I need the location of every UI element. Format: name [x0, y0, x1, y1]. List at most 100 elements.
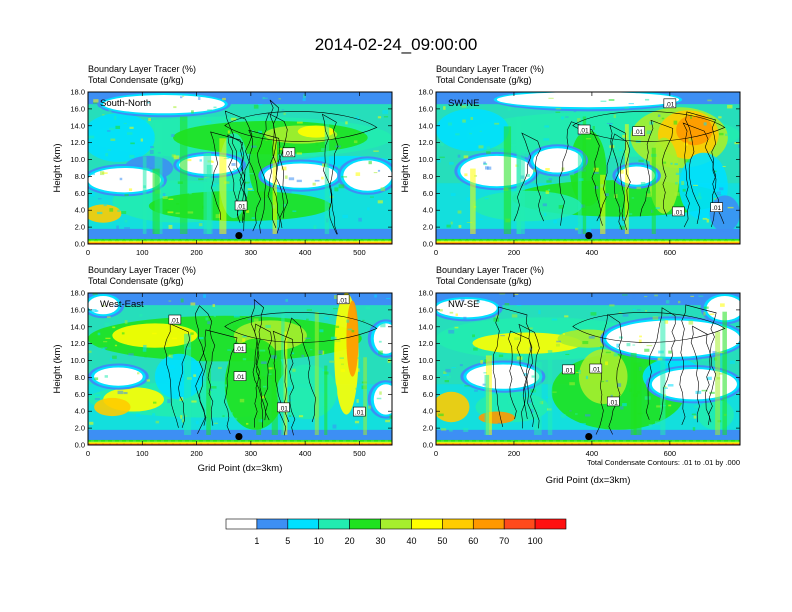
y-tick-label: 16.0 [70, 104, 85, 113]
y-tick-label: 10.0 [418, 155, 433, 164]
x-tick-label: 0 [434, 449, 438, 458]
x-axis-label: Grid Point (dx=3km) [198, 463, 283, 474]
y-tick-label: 4.0 [75, 407, 85, 416]
x-tick-label: 100 [136, 449, 149, 458]
y-tick-label: 8.0 [423, 172, 433, 181]
contour-label-text: .01 [712, 205, 721, 212]
condensate-contour [508, 330, 533, 420]
colorbar-swatch [256, 518, 289, 530]
contour-label-text: .01 [237, 204, 246, 211]
y-tick-label: 16.0 [418, 104, 433, 113]
y-tick-label: 6.0 [423, 189, 433, 198]
condensate-contour [257, 113, 288, 234]
y-tick-label: 10.0 [70, 356, 85, 365]
contour-label: .01 [233, 343, 247, 353]
contour-label-text: .01 [609, 399, 618, 406]
y-tick-label: 16.0 [70, 305, 85, 314]
contour-label: .01 [234, 200, 248, 211]
condensate-contour [685, 111, 725, 225]
condensate-contour [224, 312, 378, 343]
subtitle-tracer: Boundary Layer Tracer (%) [436, 265, 544, 275]
x-tick-label: 300 [245, 248, 258, 257]
x-tick-label: 0 [86, 248, 90, 257]
contour-label: .01 [562, 364, 575, 374]
colorbar: 1 5 10 20 30 40 50 60 70 100 [225, 518, 567, 546]
condensate-contour [195, 305, 216, 426]
colorbar-swatch [411, 518, 443, 530]
y-tick-label: 14.0 [418, 322, 433, 331]
condensate-contour [572, 312, 726, 343]
x-tick-label: 0 [434, 248, 438, 257]
condensate-contour [611, 133, 631, 231]
y-tick-label: 10.0 [418, 356, 433, 365]
y-tick-label: 10.0 [70, 155, 85, 164]
contour-label-text: .01 [634, 129, 643, 136]
panel-label: West-East [100, 299, 144, 310]
colorbar-swatch [380, 518, 412, 530]
chart-panel-1: .01 .01 South-North Boundary Layer Tracer (… [52, 64, 393, 257]
x-tick-label: 100 [136, 248, 149, 257]
colorbar-label: 40 [406, 536, 416, 546]
y-tick-label: 14.0 [418, 121, 433, 130]
y-tick-label: 12.0 [70, 138, 85, 147]
colorbar-label: 1 [254, 536, 259, 546]
x-tick-label: 200 [190, 248, 203, 257]
condensate-contour [250, 298, 265, 428]
contour-label-text: .01 [339, 297, 348, 304]
condensate-contour [559, 121, 603, 226]
y-axis-label: Height (km) [52, 344, 63, 393]
contour-label-text: .01 [279, 405, 288, 412]
y-tick-label: 12.0 [70, 339, 85, 348]
y-tick-label: 6.0 [75, 189, 85, 198]
subtitle-condensate: Total Condensate (g/kg) [436, 75, 532, 85]
colorbar-label: 100 [528, 536, 543, 546]
contour-label-text: .01 [235, 374, 244, 381]
subtitle-tracer: Boundary Layer Tracer (%) [88, 265, 196, 275]
condensate-contour [224, 111, 378, 142]
subtitle-condensate: Total Condensate (g/kg) [436, 276, 532, 286]
contour-note: Total Condensate Contours: .01 to .01 by… [587, 458, 740, 467]
y-tick-label: 8.0 [423, 373, 433, 382]
y-tick-label: 2.0 [75, 424, 85, 433]
colorbar-label: 70 [499, 536, 509, 546]
condensate-contour [595, 313, 623, 435]
subtitle-condensate: Total Condensate (g/kg) [88, 276, 184, 286]
condensate-contour [513, 132, 544, 222]
plot-frame [435, 292, 741, 446]
contour-label-text: .01 [564, 367, 573, 374]
plot-frame [435, 91, 741, 245]
colorbar-label: 20 [345, 536, 355, 546]
x-tick-label: 200 [508, 449, 521, 458]
y-tick-label: 4.0 [423, 206, 433, 215]
contour-label-text: .01 [665, 101, 674, 108]
condensate-contour [210, 131, 247, 220]
colorbar-label: 5 [285, 536, 290, 546]
condensate-contour [492, 306, 535, 427]
y-tick-label: 8.0 [75, 373, 85, 382]
colorbar-swatch [442, 518, 474, 530]
y-tick-label: 18.0 [70, 289, 85, 298]
plot-frame [87, 292, 393, 446]
contour-label: .01 [632, 126, 645, 136]
contour-label: .01 [672, 206, 685, 216]
tracer-field [88, 92, 392, 244]
y-tick-label: 18.0 [418, 88, 433, 97]
contour-label: .01 [168, 314, 182, 325]
x-tick-label: 600 [664, 449, 677, 458]
contour-label-text: .01 [235, 346, 244, 353]
colorbar-swatch [349, 518, 381, 530]
panel-label: NW-SE [448, 299, 480, 310]
subtitle-tracer: Boundary Layer Tracer (%) [436, 64, 544, 74]
y-tick-label: 18.0 [418, 289, 433, 298]
chart-panel-3: .01 .01 .01 .01 .01 .01 West-East Boundary Laye… [52, 265, 393, 474]
y-tick-label: 0.0 [75, 441, 85, 450]
y-tick-label: 0.0 [423, 441, 433, 450]
panel-label: SW-NE [448, 98, 480, 109]
colorbar-label: 30 [376, 536, 386, 546]
contour-label-text: .01 [284, 150, 293, 157]
contour-label: .01 [336, 294, 350, 304]
condensate-contour [227, 134, 248, 223]
x-tick-label: 400 [586, 248, 599, 257]
contour-label: .01 [282, 147, 296, 157]
y-tick-label: 12.0 [418, 339, 433, 348]
